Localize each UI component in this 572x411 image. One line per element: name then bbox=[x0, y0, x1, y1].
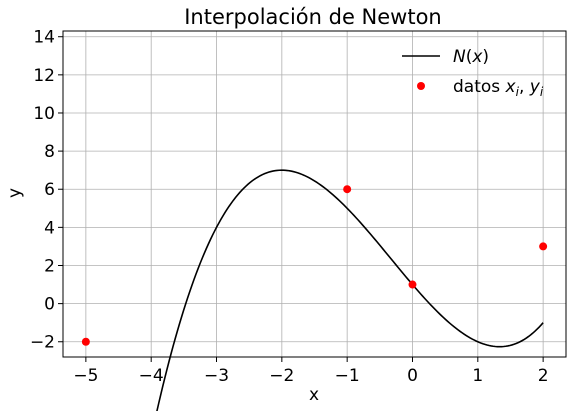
x-tick-label: 0 bbox=[407, 366, 418, 386]
legend-marker-swatch bbox=[417, 82, 425, 90]
y-tick-label: 6 bbox=[44, 180, 55, 200]
x-tick-label: 2 bbox=[538, 366, 549, 386]
y-tick-label: 0 bbox=[44, 295, 55, 315]
data-point bbox=[539, 242, 548, 251]
y-tick-label: −2 bbox=[30, 333, 55, 353]
y-tick-label: 4 bbox=[44, 218, 55, 238]
series-line-newton-polynomial bbox=[156, 169, 544, 411]
y-tick-label: 12 bbox=[33, 66, 55, 86]
y-axis-label: y bbox=[5, 188, 25, 198]
chart-title: Interpolación de Newton bbox=[184, 5, 442, 29]
legend-label-datos: datos xi, yi bbox=[453, 77, 544, 99]
plot-frame bbox=[62, 30, 567, 358]
y-tick-label: 10 bbox=[33, 104, 55, 124]
data-point bbox=[81, 337, 90, 346]
legend-label-nx: N(x) bbox=[453, 47, 489, 67]
y-axis-ticks: −2 0 2 4 6 8 10 12 14 bbox=[30, 28, 63, 353]
y-tick-label: 14 bbox=[33, 28, 55, 48]
data-point bbox=[343, 185, 352, 194]
x-tick-label: −5 bbox=[73, 366, 98, 386]
grid bbox=[63, 31, 566, 357]
data-point bbox=[408, 280, 417, 289]
data-points bbox=[81, 185, 548, 346]
x-axis-label: x bbox=[309, 385, 319, 405]
x-tick-label: −4 bbox=[139, 366, 164, 386]
x-tick-label: −2 bbox=[269, 366, 294, 386]
x-tick-label: −1 bbox=[335, 366, 360, 386]
x-tick-label: 1 bbox=[472, 366, 483, 386]
y-tick-label: 2 bbox=[44, 256, 55, 276]
legend: N(x) datos xi, yi bbox=[402, 47, 544, 99]
y-tick-label: 8 bbox=[44, 142, 55, 162]
x-axis-ticks: −5 −4 −3 −2 −1 0 1 2 bbox=[73, 357, 549, 386]
x-tick-label: −3 bbox=[204, 366, 229, 386]
